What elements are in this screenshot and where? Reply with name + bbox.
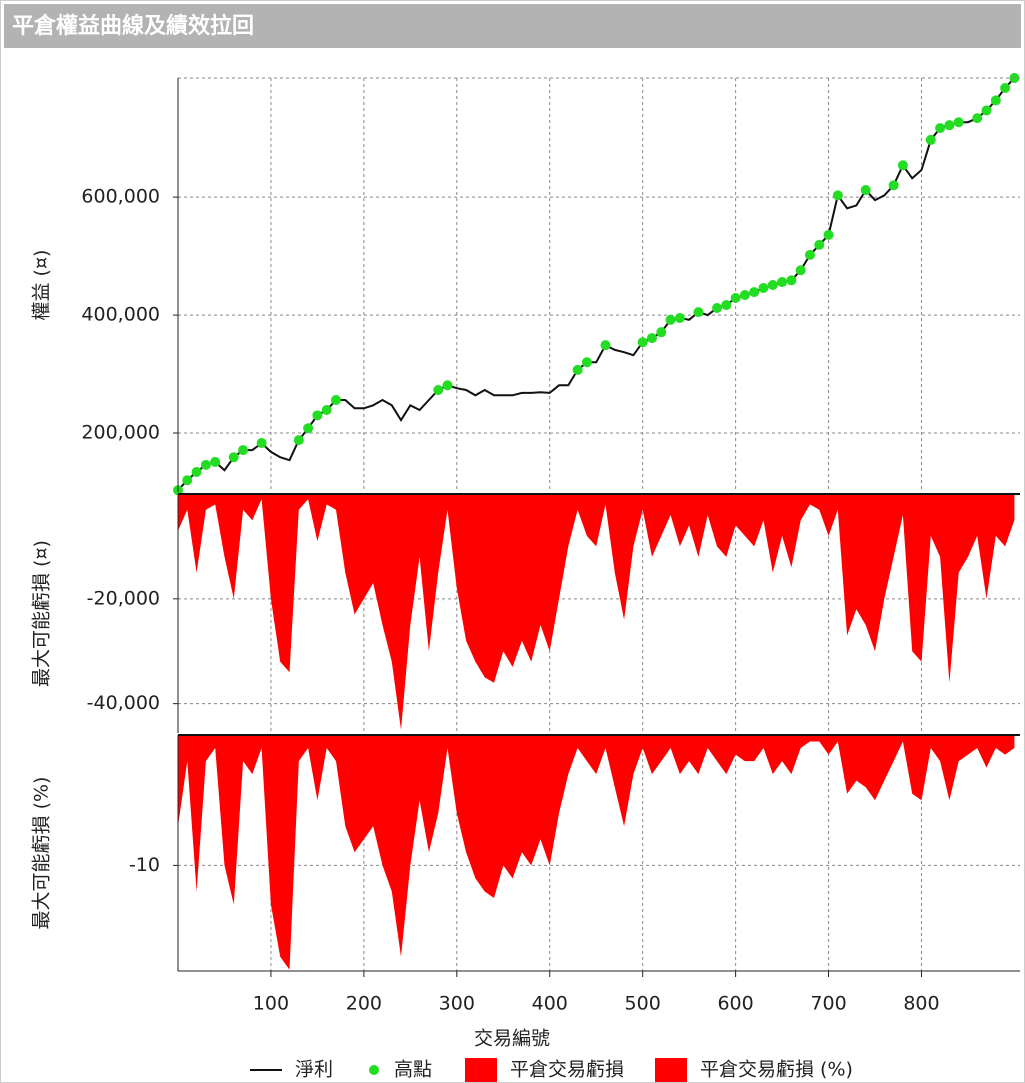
legend-label: 高點 [394,1059,432,1081]
high-point [572,364,583,375]
high-point [832,190,843,201]
high-point [972,113,983,124]
high-point [182,475,193,486]
high-point [303,423,314,434]
x-tick-label: 300 [439,993,475,1015]
high-point [665,314,676,325]
high-point [749,287,760,298]
drawdown-area [178,494,1015,730]
x-tick-label: 100 [253,993,289,1015]
high-point [210,456,221,467]
high-point [953,117,964,128]
x-axis-label: 交易編號 [474,1028,550,1050]
high-point [814,239,825,250]
high-point [721,300,732,311]
high-point [600,340,611,351]
high-point [944,120,955,131]
high-point [228,452,239,463]
high-point [646,333,657,344]
high-point [990,95,1001,106]
x-tick-label: 600 [717,993,753,1015]
high-point [321,405,332,416]
y-axis-label: 最大可能虧損 (%) [31,777,53,930]
high-point [888,180,899,191]
y-axis-label: 權益 (¤) [31,250,53,321]
y-axis-label: 最大可能虧損 (¤) [31,540,53,687]
x-tick-label: 700 [810,993,846,1015]
high-point [200,459,211,470]
high-point [330,395,341,405]
high-point [897,160,908,171]
y-tick-label: -40,000 [87,692,160,714]
y-tick-label: 600,000 [81,186,160,208]
high-point [442,380,453,391]
high-point [739,290,750,301]
x-tick-label: 500 [625,993,661,1015]
high-point [758,282,769,293]
legend-swatch [369,1065,379,1075]
high-point [1000,83,1011,94]
title-bar [4,4,1021,48]
high-point [925,134,936,145]
legend-swatch [465,1058,497,1082]
y-tick-label: -20,000 [87,587,160,609]
y-tick-label: 400,000 [81,304,160,326]
legend-swatch [655,1058,687,1082]
y-tick-label: 200,000 [81,422,160,444]
high-point [777,277,788,288]
high-point [433,384,444,395]
high-point [795,265,806,276]
chart-title: 平倉權益曲線及績效拉回 [12,13,254,39]
drawdown-area [178,735,1015,970]
x-tick-label: 400 [532,993,568,1015]
x-tick-label: 800 [903,993,939,1015]
legend-label: 平倉交易虧損 [510,1059,624,1081]
high-point [935,123,946,134]
high-point [730,292,741,303]
high-point [293,435,304,446]
x-tick-label: 200 [346,993,382,1015]
high-point [860,185,871,196]
legend-label: 平倉交易虧損 (%) [700,1059,853,1081]
high-point [786,275,797,286]
high-point [637,337,648,348]
high-point [238,445,249,456]
high-point [656,327,667,338]
high-point [804,249,815,260]
legend-label: 淨利 [295,1059,333,1081]
high-point [823,229,834,240]
high-point [581,357,592,368]
high-point [712,303,723,313]
high-point [191,466,202,477]
high-point [674,313,685,324]
high-point [693,307,704,318]
y-tick-label: -10 [129,854,160,876]
high-point [312,410,323,421]
high-point [256,438,267,449]
high-point [767,280,778,290]
high-point [981,105,992,116]
